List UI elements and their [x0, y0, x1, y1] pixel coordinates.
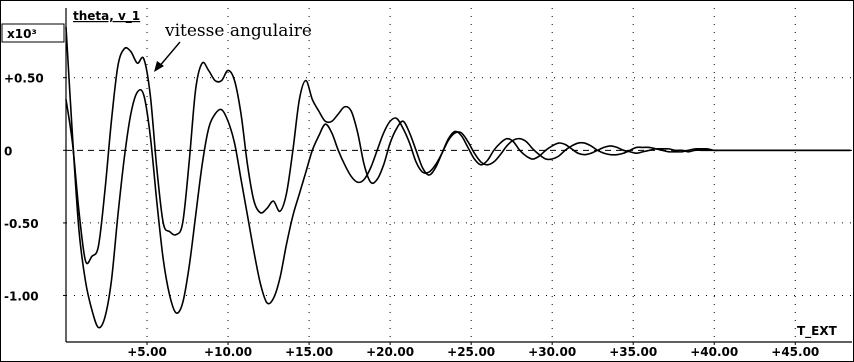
scale-label: x10³	[7, 27, 37, 41]
x-tick-label: +25.00	[447, 345, 495, 359]
y-tick-label: 0	[4, 144, 12, 158]
x-tick-label: +40.00	[690, 345, 738, 359]
x-tick-label: +15.00	[285, 345, 333, 359]
chart-title: theta, v_1	[73, 9, 140, 24]
grid	[66, 8, 852, 342]
y-tick-label: -0.50	[4, 217, 39, 231]
axes	[65, 8, 852, 343]
y-tick-label: +0.50	[4, 72, 44, 86]
x-tick-label: +5.00	[127, 345, 167, 359]
x-tick-label: +35.00	[609, 345, 657, 359]
x-axis-label: T_EXT	[797, 324, 838, 339]
x-tick-label: +20.00	[366, 345, 414, 359]
x-tick-label: +45.00	[771, 345, 819, 359]
y-tick-label: -1.00	[4, 290, 39, 304]
annotation-text: vitesse angulaire	[164, 21, 312, 41]
x-tick-label: +30.00	[528, 345, 576, 359]
series-line-2	[65, 26, 851, 329]
series-line-1	[65, 46, 851, 265]
x-tick-labels: +5.00 +10.00 +15.00 +20.00 +25.00 +30.00 +35.0…	[127, 342, 819, 359]
series-lines	[65, 26, 851, 329]
x-tick-label: +10.00	[204, 345, 252, 359]
annotation-arrow	[157, 41, 181, 69]
scale-label-box	[1, 23, 65, 43]
annotation-arrowhead	[154, 61, 164, 72]
y-tick-labels: +0.50 0 -0.50 -1.00	[4, 72, 66, 304]
